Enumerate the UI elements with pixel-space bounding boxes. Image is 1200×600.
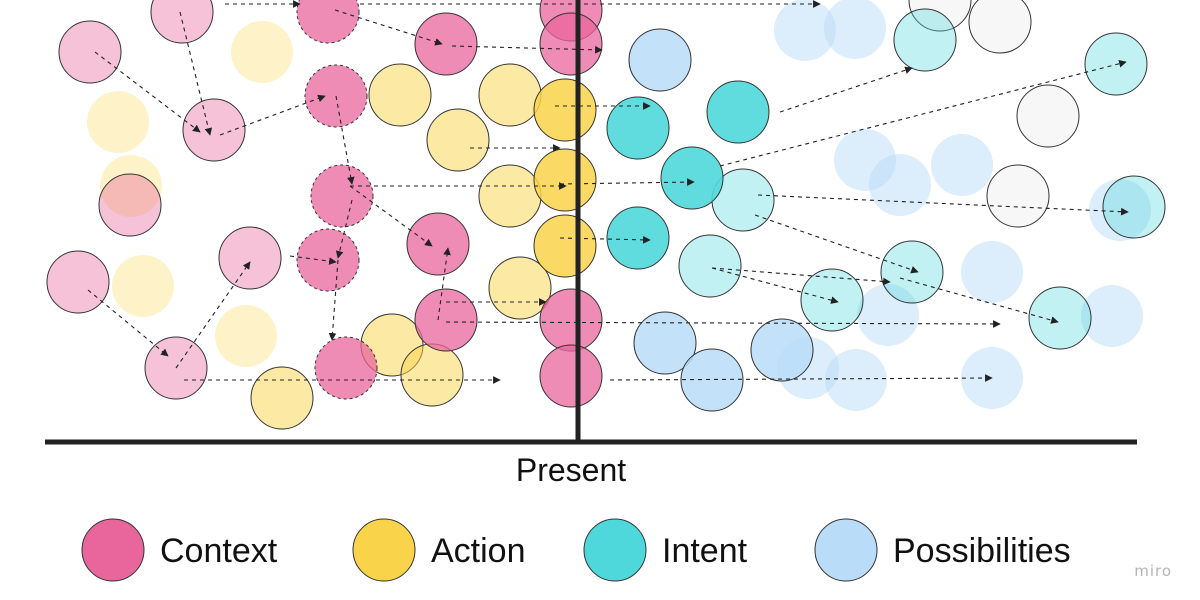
- possibilities-circle: [869, 154, 931, 216]
- legend-label-possibilities: Possibilities: [893, 532, 1071, 570]
- flow-arrow: [335, 95, 355, 185]
- unknown-circle: [908, 0, 972, 32]
- flow-arrow: [179, 11, 213, 136]
- possibilities-circle: [1089, 179, 1151, 241]
- intent-circle: [1102, 175, 1166, 239]
- flow-arrow: [175, 261, 251, 369]
- flow-arrow: [899, 277, 1059, 324]
- intent-circle: [800, 268, 864, 332]
- flow-arrow: [757, 194, 1129, 216]
- context-circle: [539, 344, 603, 408]
- possibilities-circle: [633, 311, 697, 375]
- flow-arrow: [328, 259, 339, 341]
- possibilities-circle: [1081, 285, 1143, 347]
- possibilities-circle: [825, 349, 887, 411]
- context-circle: [310, 164, 374, 228]
- flow-arrow: [349, 185, 433, 247]
- context-circle: [539, 12, 603, 76]
- flow-arrow: [559, 235, 651, 244]
- context-circle: [539, 288, 603, 352]
- action-circle: [400, 343, 464, 407]
- action-circle: [533, 214, 597, 278]
- action-circle: [215, 305, 277, 367]
- legend: Context Action Intent Possibilities: [81, 518, 1071, 582]
- action-circle: [478, 164, 542, 228]
- legend-item-possibilities: Possibilities: [814, 518, 1071, 582]
- context-circle: [98, 173, 162, 237]
- intent-circle: [660, 146, 724, 210]
- flow-arrow: [559, 178, 695, 186]
- legend-label-context: Context: [160, 532, 278, 570]
- context-circle: [406, 212, 470, 276]
- possibilities-circle: [824, 0, 886, 59]
- context-circle: [414, 12, 478, 76]
- unknown-circle: [986, 164, 1050, 228]
- flow-arrow: [219, 94, 326, 136]
- action-circle: [250, 366, 314, 430]
- context-circle: [58, 20, 122, 84]
- context-circle: [296, 228, 360, 292]
- intent-circle: [880, 240, 944, 304]
- context-circle: [296, 0, 360, 44]
- action-circle-icon: [352, 518, 416, 582]
- action-circle: [368, 63, 432, 127]
- possibilities-circle: [961, 241, 1023, 303]
- possibilities-circle: [750, 318, 814, 382]
- action-circle: [488, 256, 552, 320]
- action-circle: [100, 155, 162, 217]
- possibilities-circle: [628, 28, 692, 92]
- action-circle: [426, 108, 490, 172]
- action-circle: [533, 78, 597, 142]
- legend-label-action: Action: [431, 532, 526, 570]
- action-circle: [87, 91, 149, 153]
- intent-circle: [606, 206, 670, 270]
- flow-arrow: [711, 267, 891, 286]
- flow-arrow: [711, 267, 839, 304]
- arrows-layer: [87, 0, 1129, 384]
- context-circle: [314, 336, 378, 400]
- circles-layer: [46, 0, 1166, 430]
- unknown-circle: [1016, 84, 1080, 148]
- possibilities-circle: [857, 284, 919, 346]
- flow-arrow: [754, 214, 919, 274]
- flow-arrow: [719, 59, 1127, 167]
- legend-item-intent: Intent: [583, 518, 748, 582]
- possibilities-circle: [680, 348, 744, 412]
- context-circle: [46, 250, 110, 314]
- flow-arrow: [94, 51, 201, 133]
- intent-circle: [1028, 286, 1092, 350]
- possibilities-circle: [931, 134, 993, 196]
- flow-arrow: [334, 9, 443, 46]
- legend-item-context: Context: [81, 518, 278, 582]
- present-label: Present: [516, 452, 626, 488]
- action-circle: [533, 148, 597, 212]
- intent-circle: [678, 234, 742, 298]
- action-circle: [478, 63, 542, 127]
- intent-circle: [606, 96, 670, 160]
- flow-arrow: [451, 45, 603, 54]
- context-circle: [218, 226, 282, 290]
- intent-circle-icon: [583, 518, 647, 582]
- context-circle-icon: [81, 518, 145, 582]
- possibilities-circle-icon: [814, 518, 878, 582]
- legend-item-action: Action: [352, 518, 526, 582]
- flow-arrow: [335, 199, 353, 259]
- possibilities-circle: [774, 0, 836, 61]
- unknown-circle: [968, 0, 1032, 54]
- action-circle: [231, 21, 293, 83]
- intent-circle: [893, 8, 957, 72]
- context-circle: [414, 288, 478, 352]
- flow-arrow: [87, 289, 169, 357]
- action-circle: [112, 255, 174, 317]
- miro-watermark: miro: [1134, 562, 1172, 580]
- flow-arrow: [779, 66, 913, 113]
- intent-circle: [706, 80, 770, 144]
- legend-label-intent: Intent: [662, 532, 748, 570]
- context-circle: [182, 98, 246, 162]
